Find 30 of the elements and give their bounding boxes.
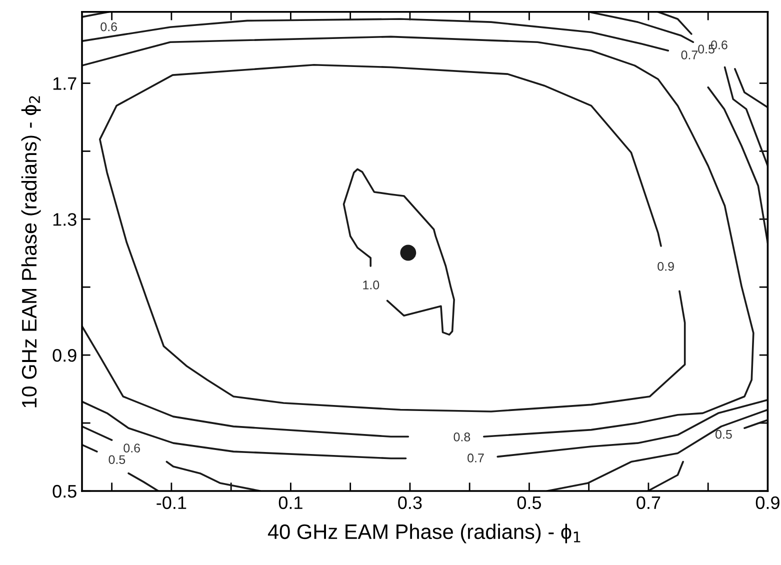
x-tick-label: 0.9	[756, 496, 780, 510]
x-tick-label: -0.1	[156, 496, 186, 510]
line-series	[98, 64, 686, 412]
y-axis-title: 10 GHz EAM Phase (radians) - ϕ$_{2}$	[21, 96, 41, 408]
x-tick-label: 0.7	[636, 496, 660, 510]
line-series	[82, 325, 410, 438]
series-label: 0.5	[108, 455, 126, 464]
line-series	[707, 86, 768, 244]
series-label: 0.9	[658, 262, 674, 271]
series-label: 0.6	[100, 22, 117, 32]
x-tick-label: 0.3	[398, 496, 422, 510]
line-series	[342, 168, 455, 336]
line-series	[724, 66, 768, 167]
series-label: 1.0	[363, 280, 380, 290]
series-label: 0.7	[468, 454, 484, 462]
series-label: 0.7	[681, 50, 698, 60]
y-tick-label: 0.5	[52, 484, 76, 498]
x-tick-label: 0.1	[278, 496, 302, 510]
y-tick-label: 0.9	[52, 349, 76, 362]
series-label: 0.5	[716, 430, 732, 439]
series-label: 0.8	[454, 432, 470, 442]
y-tick-label: 1.7	[53, 77, 76, 90]
line-series	[82, 18, 670, 52]
x-tick-label: 0.5	[517, 496, 542, 510]
line-series	[546, 408, 768, 491]
series-label: 0.6	[124, 444, 140, 452]
line-series	[496, 399, 768, 458]
line-series	[166, 460, 262, 491]
x-axis-title: 40 GHz EAM Phase (radians) - ϕ$_{1}$	[268, 524, 580, 544]
y-tick-label: 1.3	[53, 213, 76, 226]
